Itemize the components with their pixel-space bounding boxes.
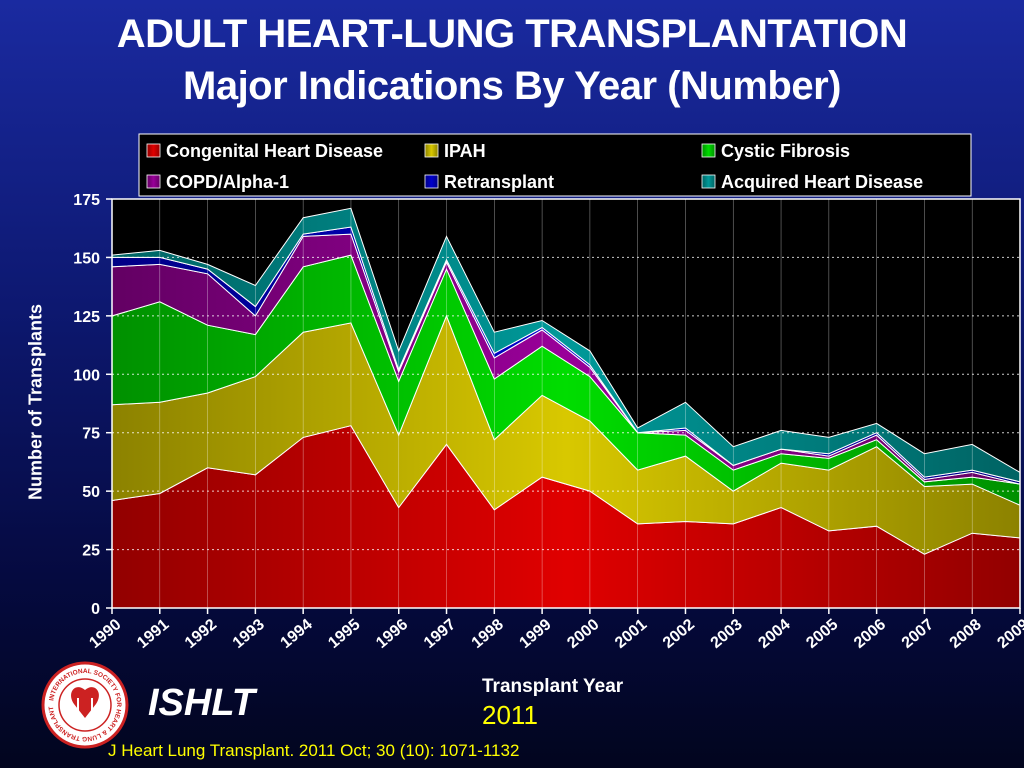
legend-swatch-acquired-heart-disease [701,174,716,189]
legend-box [138,133,972,197]
x-tick-label: 1996 [373,616,411,652]
x-tick-label: 2004 [755,616,793,652]
x-tick-label: 2000 [564,616,602,652]
x-tick-label: 1997 [421,616,459,652]
y-tick-label: 25 [82,543,100,560]
y-tick-label: 100 [73,367,100,384]
x-tick-label: 1999 [516,616,554,652]
report-year: 2011 [482,700,538,730]
x-tick-label: 1995 [325,616,363,652]
y-tick-label: 125 [73,309,100,326]
x-tick-label: 1998 [469,616,507,652]
chart-title: ADULT HEART-LUNG TRANSPLANTATION [116,12,908,56]
x-tick-label: 2001 [612,616,650,652]
legend-label-acquired-heart-disease: Acquired Heart Disease [721,172,923,192]
y-tick-label: 150 [73,250,100,267]
x-axis-label: Transplant Year [482,676,624,697]
ishlt-seal-icon: INTERNATIONAL SOCIETY FOR HEART & LUNG T… [40,660,129,749]
x-tick-label: 1993 [230,616,268,652]
chart-subtitle: Major Indications By Year (Number) [183,64,841,108]
legend-swatch-congenital-heart-disease [146,143,161,158]
x-tick-label: 2002 [660,616,698,652]
x-tick-label: 1992 [182,616,220,652]
legend-swatch-retransplant [424,174,439,189]
legend-label-copd-alpha-1: COPD/Alpha-1 [166,172,289,192]
legend-swatch-ipah [424,143,439,158]
y-tick-label: 175 [73,192,100,209]
x-tick-label: 1994 [278,616,316,652]
x-tick-label: 1991 [134,616,172,652]
x-tick-label: 2006 [851,616,889,652]
x-tick-label: 2009 [994,616,1024,652]
y-tick-label: 50 [82,484,100,501]
x-tick-label: 2003 [708,616,746,652]
x-tick-label: 2005 [803,616,841,652]
legend-label-cystic-fibrosis: Cystic Fibrosis [721,141,850,161]
legend-label-retransplant: Retransplant [444,172,554,192]
x-tick-label: 2008 [947,616,985,652]
y-tick-label: 0 [91,601,100,618]
citation: J Heart Lung Transplant. 2011 Oct; 30 (1… [108,741,520,760]
plot-frame [111,198,1021,609]
x-tick-label: 2007 [899,616,937,652]
ishlt-logo-text: ISHLT [148,682,255,724]
legend-label-ipah: IPAH [444,141,486,161]
legend-label-congenital-heart-disease: Congenital Heart Disease [166,141,383,161]
y-tick-label: 75 [82,426,100,443]
legend-swatch-cystic-fibrosis [701,143,716,158]
legend-swatch-copd-alpha-1 [146,174,161,189]
y-axis-label: Number of Transplants [25,303,46,501]
x-tick-label: 1990 [86,616,124,652]
